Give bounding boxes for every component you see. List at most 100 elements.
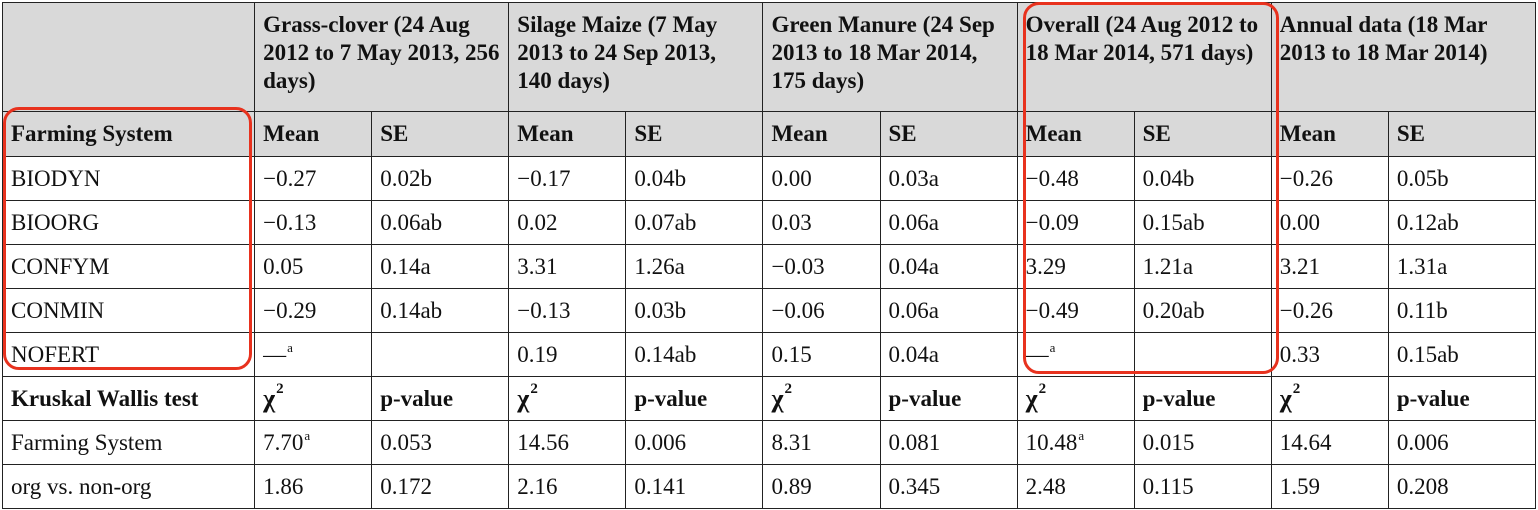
se-cell: 0.06ab xyxy=(371,200,510,245)
p-value-header: p-value xyxy=(625,376,764,421)
chi-exponent: 2 xyxy=(276,380,284,397)
value-cell: −0.13 xyxy=(508,288,627,333)
value-cell: 3.29 xyxy=(1016,244,1135,289)
value-cell: 0.00 xyxy=(762,156,881,201)
cell-value: 1.26a xyxy=(634,253,685,279)
se-cell: 0.006 xyxy=(625,420,764,465)
value-cell: 3.31 xyxy=(508,244,627,289)
se-cell: 0.11b xyxy=(1387,288,1537,333)
cell-value: 0.053 xyxy=(380,429,432,455)
cell-value: — xyxy=(263,341,287,367)
value-cell: 14.64 xyxy=(1270,420,1389,465)
cell-value: 0.03a xyxy=(888,165,939,191)
farming-system-header: Farming System xyxy=(1,111,256,157)
cell-value: 0.07ab xyxy=(634,209,697,235)
chi-exponent: 2 xyxy=(1038,380,1047,397)
period-header: Overall (24 Aug 2012 to 18 Mar 2014, 571… xyxy=(1016,2,1272,112)
cell-value: 0.208 xyxy=(1396,473,1449,499)
cell-value: 1.86 xyxy=(263,473,304,499)
cell-value: 0.03b xyxy=(634,297,687,323)
chi-square-header: χ2 xyxy=(254,376,373,421)
value-cell: 0.03 xyxy=(762,200,881,245)
cell-value: −0.03 xyxy=(771,253,825,279)
cell-value: −0.17 xyxy=(517,165,571,191)
mean-header: Mean xyxy=(1270,111,1389,157)
value-cell: 0.89 xyxy=(762,464,881,509)
test-row: Farming System 7.70a 0.053 14.56 0.006 8.31 0.… xyxy=(1,420,1537,465)
cell-value: 0.11b xyxy=(1396,297,1448,323)
cell-value: 0.015 xyxy=(1142,429,1195,455)
value-cell: 8.31 xyxy=(762,420,881,465)
value-cell: −0.29 xyxy=(254,288,373,333)
cell-value: 0.05 xyxy=(263,253,304,279)
cell-value: 0.00 xyxy=(771,165,812,191)
period-header: Silage Maize (7 May 2013 to 24 Sep 2013,… xyxy=(508,2,764,112)
data-body: BIODYN −0.27 0.02b −0.17 0.04b 0.00 0.03a −0.48… xyxy=(1,156,1537,509)
value-cell: −0.26 xyxy=(1270,288,1389,333)
se-cell: 0.12ab xyxy=(1387,200,1537,245)
cell-value: 2.48 xyxy=(1025,473,1066,499)
cell-value: 0.06ab xyxy=(380,209,443,235)
corner-cell xyxy=(1,2,256,112)
se-cell: 0.006 xyxy=(1387,420,1537,465)
cell-value: 0.00 xyxy=(1279,209,1321,235)
value-cell: 0.05 xyxy=(254,244,373,289)
value-cell: 2.16 xyxy=(508,464,627,509)
cell-value: 1.21a xyxy=(1142,253,1194,279)
period-header: Green Manure (24 Sep 2013 to 18 Mar 2014… xyxy=(762,2,1018,112)
chi-symbol: χ xyxy=(517,383,530,413)
se-header: SE xyxy=(371,111,510,157)
footnote-marker: a xyxy=(304,427,311,443)
value-cell: 0.33 xyxy=(1270,332,1389,377)
cell-value: 0.345 xyxy=(888,473,941,499)
cell-value: — xyxy=(1025,341,1049,367)
test-name: org vs. non-org xyxy=(1,464,256,509)
cell-value: 0.15 xyxy=(771,341,812,367)
value-cell: 2.48 xyxy=(1016,464,1135,509)
cell-value: −0.29 xyxy=(263,297,317,323)
cell-value: −0.13 xyxy=(263,209,317,235)
value-cell: −0.09 xyxy=(1016,200,1135,245)
se-cell: 0.20ab xyxy=(1133,288,1272,333)
cell-value: 0.006 xyxy=(634,429,687,455)
se-cell: 0.208 xyxy=(1387,464,1537,509)
chi-symbol: χ xyxy=(263,383,276,413)
se-cell: 0.345 xyxy=(879,464,1018,509)
cell-value: 0.03 xyxy=(771,209,812,235)
se-cell: 0.06a xyxy=(879,288,1018,333)
farming-system-name: CONMIN xyxy=(1,288,256,333)
cell-value: 0.33 xyxy=(1279,341,1321,367)
value-cell: 1.59 xyxy=(1270,464,1389,509)
stat-header-row: Farming System Mean SE Mean SE Mean SE Mean SE M… xyxy=(1,111,1537,157)
mean-header: Mean xyxy=(508,111,627,157)
cell-value: 0.02 xyxy=(517,209,558,235)
value-cell: 0.19 xyxy=(508,332,627,377)
cell-value: 0.04b xyxy=(1142,165,1195,191)
cell-value: 8.31 xyxy=(771,429,812,455)
footnote-marker: a xyxy=(1078,427,1085,443)
chi-square-header: χ2 xyxy=(762,376,881,421)
se-cell: 0.015 xyxy=(1133,420,1272,465)
kruskal-header-row: Kruskal Wallis test χ2 p-value χ2 p-value χ2 p… xyxy=(1,376,1537,421)
cell-value: 0.04b xyxy=(634,165,687,191)
chi-exponent: 2 xyxy=(530,380,538,397)
value-cell: 10.48a xyxy=(1016,420,1135,465)
cell-value: 2.16 xyxy=(517,473,558,499)
cell-value: −0.09 xyxy=(1025,209,1079,235)
value-cell: 0.15 xyxy=(762,332,881,377)
footnote-marker: a xyxy=(287,339,293,355)
se-cell: 0.04b xyxy=(625,156,764,201)
mean-header: Mean xyxy=(762,111,881,157)
period-header: Grass-clover (24 Aug 2012 to 7 May 2013,… xyxy=(254,2,510,112)
se-cell: 0.07ab xyxy=(625,200,764,245)
cell-value: 0.15ab xyxy=(1396,341,1459,367)
cell-value: 0.04a xyxy=(888,341,939,367)
cell-value: 1.59 xyxy=(1279,473,1321,499)
se-cell: 1.26a xyxy=(625,244,764,289)
table-row: BIODYN −0.27 0.02b −0.17 0.04b 0.00 0.03a −0.48… xyxy=(1,156,1537,201)
se-cell: 1.31a xyxy=(1387,244,1537,289)
cell-value: 0.20ab xyxy=(1142,297,1205,323)
se-cell: 1.21a xyxy=(1133,244,1272,289)
farming-system-name: BIOORG xyxy=(1,200,256,245)
